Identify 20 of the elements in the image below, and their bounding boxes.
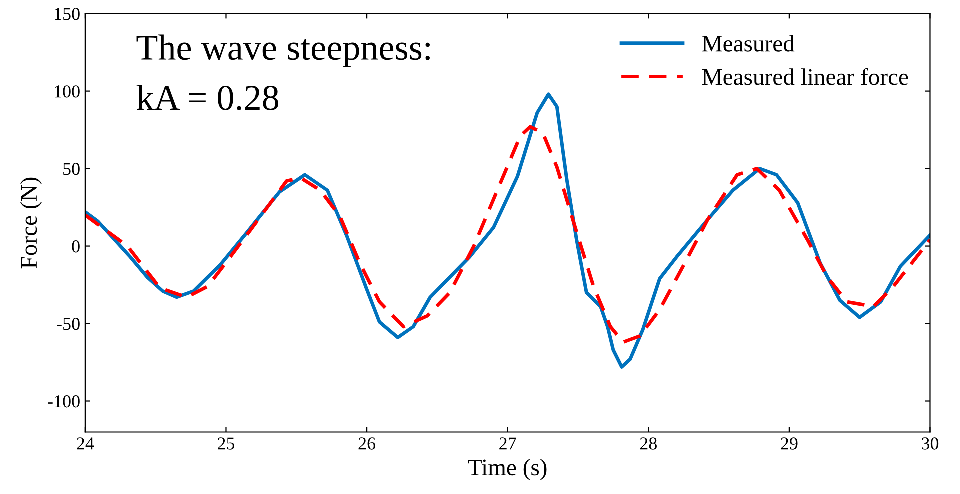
x-axis-title: Time (s) [468, 459, 547, 480]
y-tick-label: -50 [57, 318, 80, 330]
legend-label: Measured linear force [702, 68, 908, 86]
x-tick-label: 24 [77, 438, 94, 450]
y-tick-label: 50 [64, 163, 80, 176]
x-tick-label: 26 [358, 438, 376, 450]
x-tick-label: 28 [640, 438, 657, 450]
annotation: The wave steepness: [136, 34, 430, 68]
y-tick-label: -100 [48, 396, 80, 408]
x-tick-label: 29 [781, 438, 798, 450]
annotation: kA = 0.28 [136, 84, 279, 111]
y-tick-label: 100 [55, 86, 80, 98]
x-tick-label: 30 [922, 438, 939, 450]
line-series [85, 125, 930, 344]
x-tick-label: 27 [500, 438, 516, 450]
y-axis-title: Force (N) [20, 178, 42, 269]
x-tick-label: 25 [218, 438, 235, 450]
y-tick-label: 150 [55, 8, 80, 20]
legend-label: Measured [702, 35, 795, 52]
y-tick-label: 0 [72, 240, 80, 253]
